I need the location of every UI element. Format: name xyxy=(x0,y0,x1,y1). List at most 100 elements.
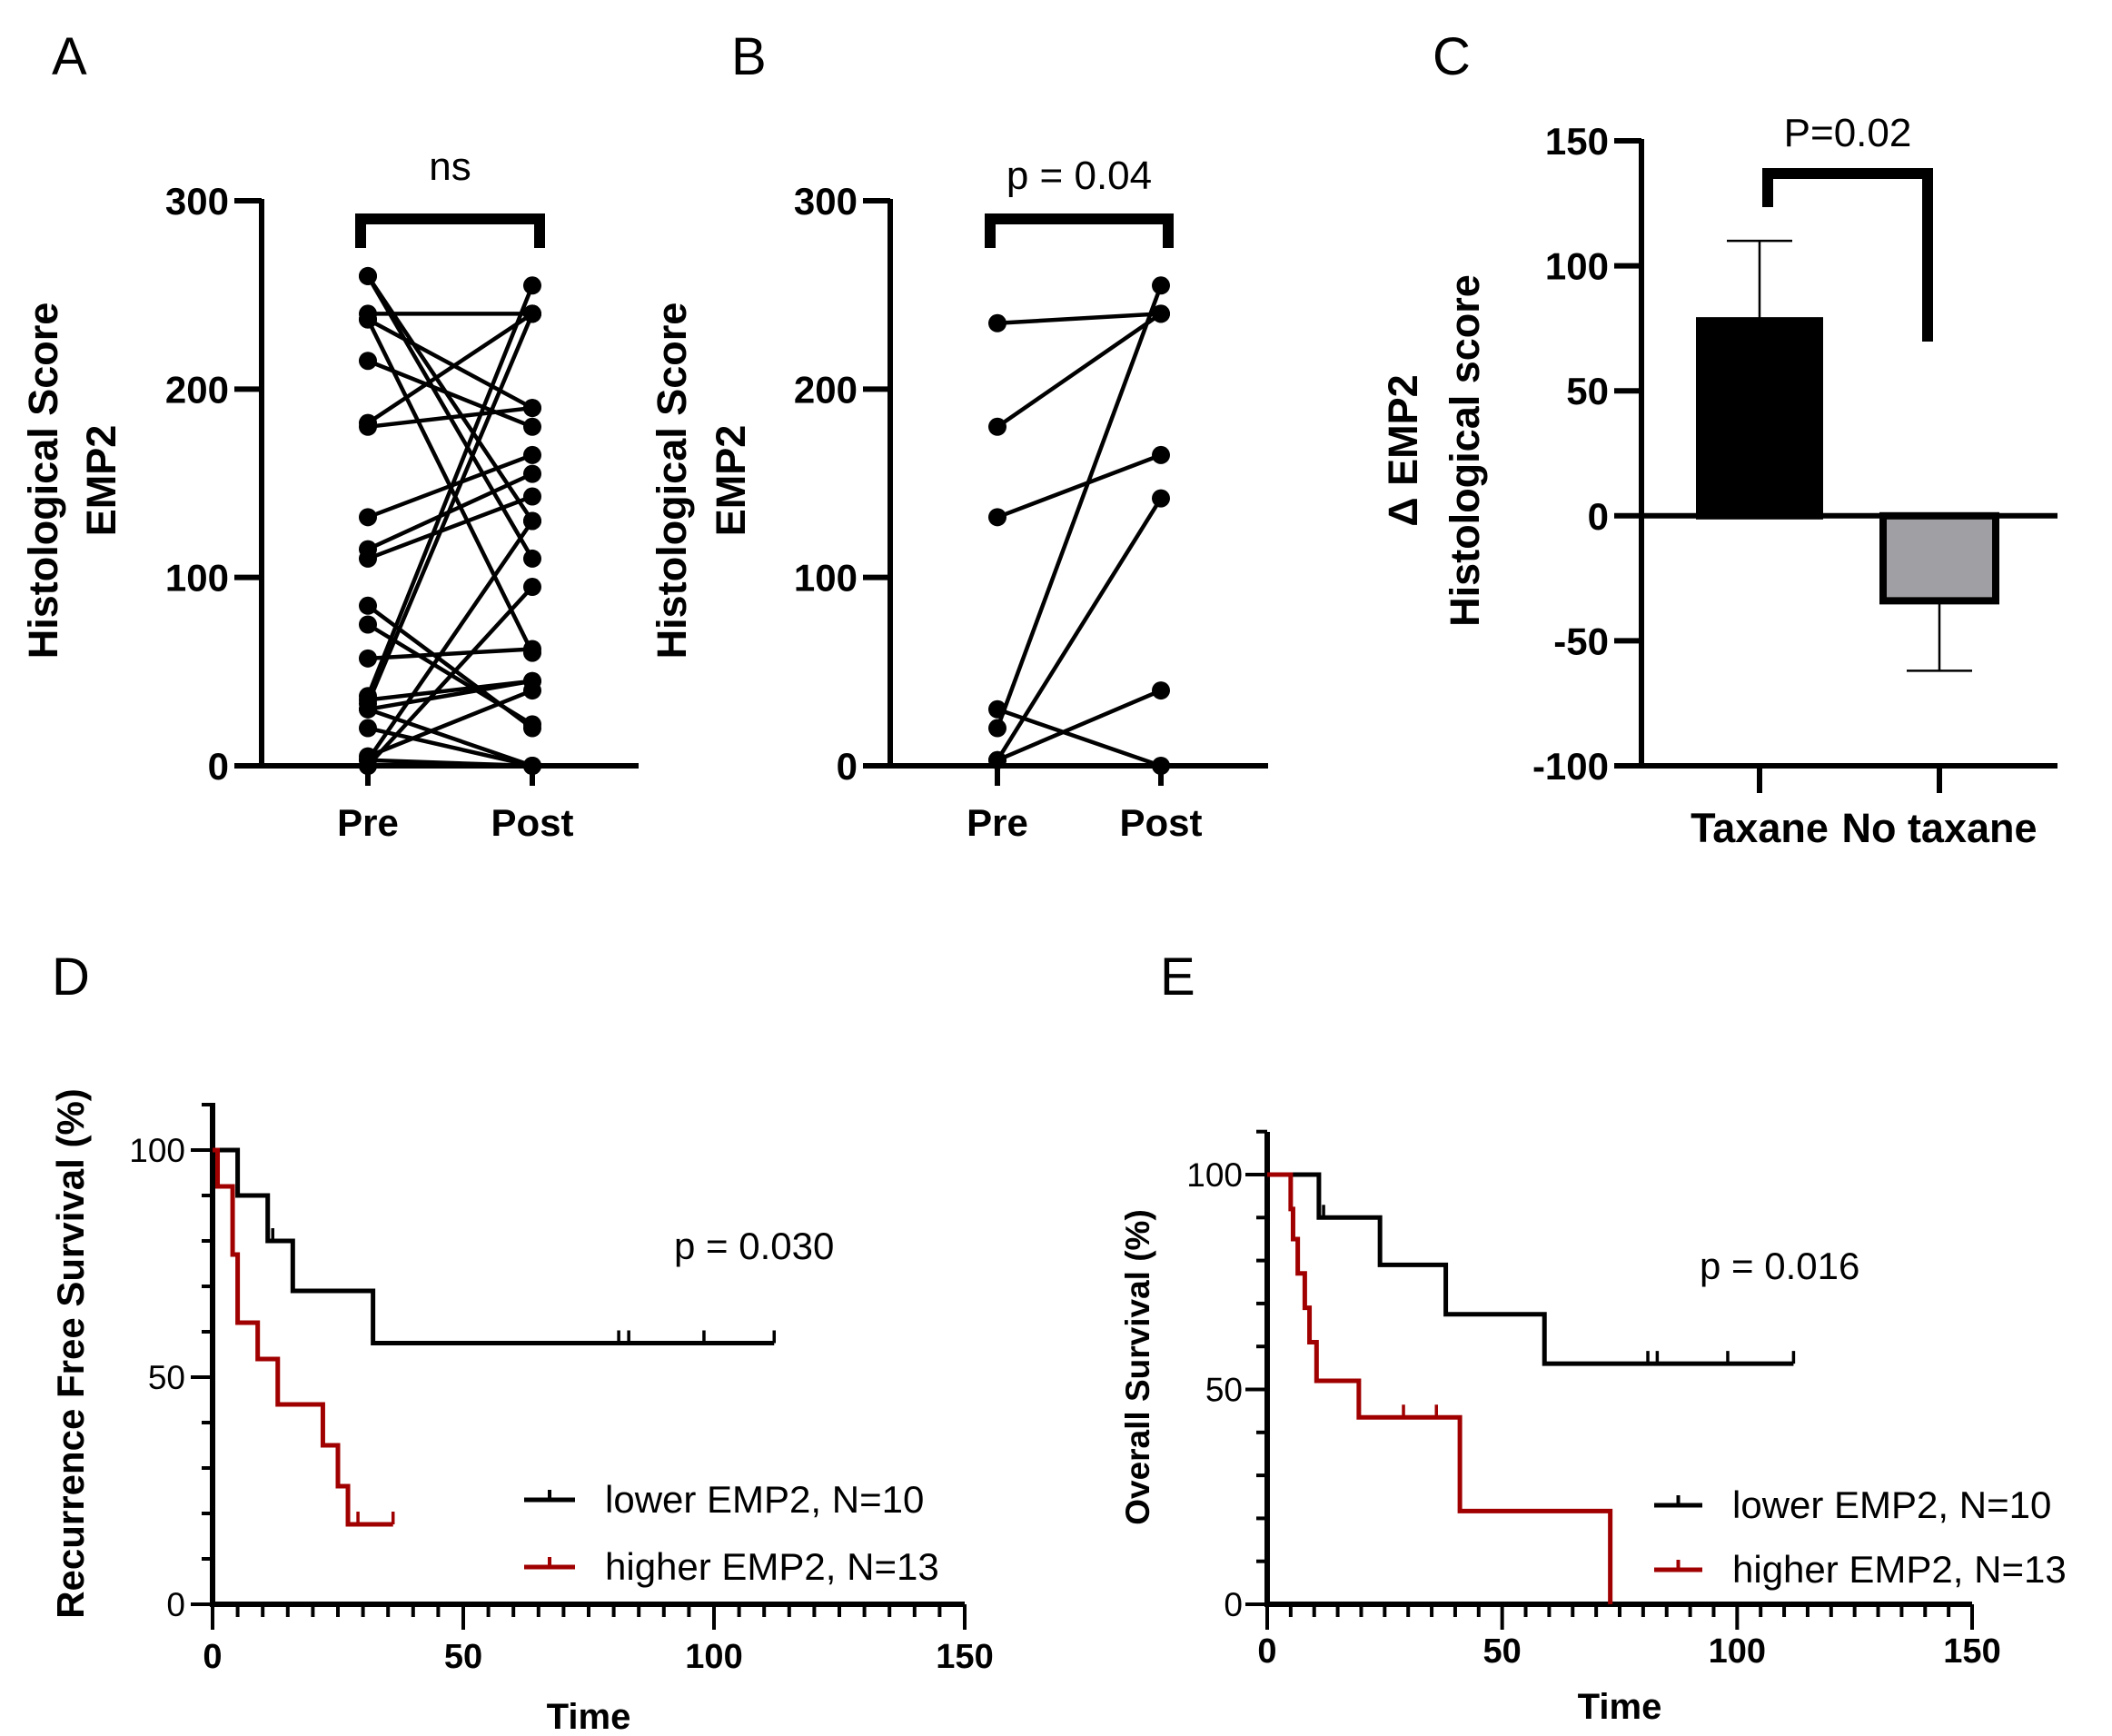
significance-bracket xyxy=(985,213,1174,248)
data-point-post xyxy=(1152,445,1170,464)
paired-line xyxy=(995,284,1164,729)
y-axis-label: EMP2 xyxy=(708,425,754,537)
data-point-post xyxy=(523,549,541,568)
legend-label: lower EMP2, N=10 xyxy=(605,1478,924,1521)
y-tick-label: 50 xyxy=(1205,1372,1243,1409)
y-axis-label: Recurrence Free Survival (%) xyxy=(49,1088,92,1619)
panel-label-E: E xyxy=(1160,947,1195,1007)
paired-line xyxy=(997,452,1162,520)
paired-line xyxy=(366,520,534,762)
y-axis-label: Histological Score xyxy=(20,303,66,660)
y-tick-label: 100 xyxy=(794,557,858,600)
x-axis-label: Time xyxy=(547,1697,631,1736)
x-tick-label: Post xyxy=(491,801,573,844)
y-tick-label: 100 xyxy=(1186,1156,1243,1194)
data-point-pre xyxy=(988,313,1006,332)
data-point-pre xyxy=(988,417,1006,436)
paired-line xyxy=(367,494,533,561)
data-point-pre xyxy=(359,549,377,568)
x-tick-label: 50 xyxy=(444,1638,482,1676)
panel-label-D: D xyxy=(52,947,90,1007)
paired-line xyxy=(366,274,534,522)
data-point-pre xyxy=(988,508,1006,527)
data-point-pre xyxy=(359,310,377,329)
y-tick-label: 200 xyxy=(165,368,229,411)
paired-line xyxy=(366,317,534,411)
paired-line xyxy=(366,585,534,768)
x-tick-label: Taxane xyxy=(1691,805,1829,851)
data-point-post xyxy=(1152,681,1170,700)
survival-curve-lower xyxy=(213,1147,775,1345)
paired-line xyxy=(366,312,534,425)
paired-line xyxy=(996,497,1163,761)
panel-label-C: C xyxy=(1433,27,1471,86)
data-point-post xyxy=(1152,489,1170,508)
paired-line xyxy=(997,312,1162,326)
y-axis-label: Histological Score xyxy=(649,303,695,660)
y-tick-label: 300 xyxy=(165,180,229,223)
paired-line xyxy=(367,688,533,759)
y-axis-label: Histological score xyxy=(1442,274,1488,627)
data-point-post xyxy=(523,715,541,734)
data-point-post xyxy=(523,399,541,418)
data-point-post xyxy=(523,304,541,323)
x-tick-label: Pre xyxy=(967,801,1028,844)
y-tick-label: 100 xyxy=(1545,245,1609,288)
x-tick-label: Post xyxy=(1119,801,1202,844)
y-tick-label: 150 xyxy=(1545,120,1609,163)
y-tick-label: 0 xyxy=(837,745,858,788)
paired-line xyxy=(367,647,533,661)
data-point-post xyxy=(523,464,541,483)
paired-line xyxy=(367,758,533,769)
x-tick-label: 100 xyxy=(1709,1632,1766,1671)
data-point-post xyxy=(1152,757,1170,775)
data-point-pre xyxy=(359,750,377,769)
y-tick-label: 0 xyxy=(1588,495,1609,538)
data-point-pre xyxy=(359,596,377,615)
panel-label-A: A xyxy=(52,27,87,86)
data-point-post xyxy=(523,511,541,531)
y-tick-label: 50 xyxy=(148,1359,185,1396)
data-point-pre xyxy=(988,719,1006,738)
data-point-post xyxy=(523,445,541,464)
p-value-annotation: P=0.02 xyxy=(1784,111,1912,155)
y-tick-label: 300 xyxy=(794,180,858,223)
data-point-post xyxy=(523,276,541,295)
bar-no-taxane xyxy=(1879,511,1999,605)
x-tick-label: 100 xyxy=(685,1638,742,1676)
data-point-post xyxy=(523,578,541,597)
paired-line xyxy=(365,312,535,705)
data-point-post xyxy=(1152,304,1170,323)
bar-taxane xyxy=(1696,317,1823,520)
x-tick-label: 0 xyxy=(1257,1632,1276,1671)
data-point-post xyxy=(523,417,541,436)
y-tick-label: 100 xyxy=(165,557,229,600)
p-value-annotation: p = 0.016 xyxy=(1700,1245,1859,1287)
survival-curve-higher xyxy=(213,1147,393,1527)
survival-curve-higher xyxy=(1267,1172,1613,1604)
data-point-pre xyxy=(359,417,377,436)
x-axis-label: Time xyxy=(1578,1687,1662,1727)
y-axis-label: EMP2 xyxy=(78,425,124,537)
data-point-pre xyxy=(359,690,377,709)
significance-bracket xyxy=(1762,168,1933,342)
paired-line xyxy=(367,405,533,430)
significance-bracket xyxy=(355,213,545,248)
x-tick-label: No taxane xyxy=(1841,805,2037,851)
y-tick-label: 100 xyxy=(129,1132,185,1169)
y-tick-label: 0 xyxy=(1224,1586,1243,1623)
legend-label: lower EMP2, N=10 xyxy=(1732,1483,2051,1526)
y-tick-label: 50 xyxy=(1566,370,1609,412)
y-tick-label: -50 xyxy=(1553,620,1609,662)
data-point-pre xyxy=(359,615,377,634)
data-point-pre xyxy=(359,352,377,371)
paired-line xyxy=(367,359,533,429)
survival-curve-lower xyxy=(1267,1172,1794,1366)
legend-label: higher EMP2, N=13 xyxy=(605,1545,939,1588)
data-point-post xyxy=(523,757,541,775)
data-point-post xyxy=(523,671,541,690)
y-axis-label: Δ EMP2 xyxy=(1380,374,1426,526)
data-point-post xyxy=(523,487,541,506)
y-axis-label: Overall Survival (%) xyxy=(1119,1209,1156,1525)
